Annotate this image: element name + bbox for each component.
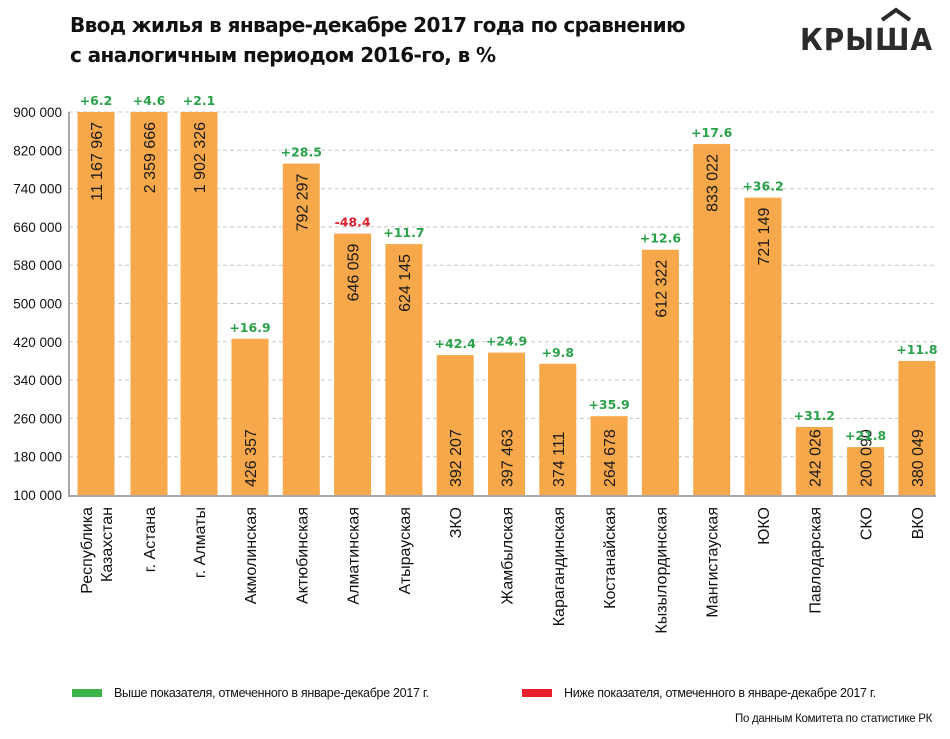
y-axis-ticks: 100 000 180 000 260 000 340 000 420 000 500 0… [13, 105, 62, 503]
bar-value-label: 374 111 [551, 431, 568, 487]
legend-item-above: Выше показателя, отмеченного в январе-де… [72, 686, 429, 700]
bar-value-label: 242 026 [807, 429, 824, 487]
bar [180, 112, 218, 495]
y-tick-label: 180 000 [13, 450, 62, 465]
krysha-logo: КРЫША [800, 7, 933, 56]
y-tick-label: 820 000 [13, 143, 62, 158]
change-label: +31.2 [794, 408, 835, 423]
change-label: +17.6 [691, 125, 733, 140]
legend-label-above: Выше показателя, отмеченного в январе-де… [114, 686, 429, 700]
change-label: +28.5 [281, 145, 322, 160]
bar [282, 163, 320, 495]
y-tick-label: 900 000 [13, 105, 62, 120]
bar-value-label: 11 167 967 [89, 122, 106, 201]
legend-swatch-red [522, 689, 552, 697]
bar-value-label: 392 207 [448, 429, 465, 487]
source-note: По данным Комитета по статистике РК [735, 713, 932, 725]
x-axis-labels: Республика Казахстан г. Астана г. Алматы Акм… [79, 507, 927, 634]
x-tick-label: Павлодарская [807, 507, 824, 614]
bar [77, 112, 115, 495]
y-tick-label: 100 000 [13, 488, 62, 503]
legend-item-below: Ниже показателя, отмеченного в январе-де… [522, 686, 876, 700]
bar [795, 427, 833, 495]
chart-title-line: с аналогичным периодом 2016-го, в % [70, 43, 496, 67]
bar [744, 197, 782, 495]
bar [898, 360, 936, 495]
change-label: +9.8 [541, 345, 574, 360]
bar [488, 352, 525, 495]
bar-value-label: 612 322 [653, 260, 670, 318]
x-tick-label: ВКО [910, 507, 927, 539]
y-tick-label: 660 000 [13, 220, 62, 235]
bar-value-label: 721 149 [756, 208, 773, 266]
x-tick-label: СКО [859, 507, 876, 540]
x-tick-label: Алматинская [346, 507, 363, 605]
bar-value-label: 833 022 [705, 154, 722, 212]
x-tick-label: Актюбинская [294, 507, 311, 604]
bar [334, 233, 372, 495]
bar [693, 144, 731, 495]
legend-swatch-green [72, 689, 102, 697]
gridlines [69, 111, 936, 458]
x-tick-label: Атырауская [397, 507, 414, 595]
y-tick-label: 500 000 [13, 297, 62, 312]
bar-chart: 100 000 180 000 260 000 340 000 420 000 500 0… [13, 93, 938, 634]
bar-value-label: 426 357 [243, 429, 260, 487]
bar-value-label: 646 059 [346, 243, 363, 301]
bar [590, 416, 628, 495]
change-label: +35.9 [588, 397, 629, 412]
bar [385, 244, 423, 495]
change-label: +21.8 [845, 428, 886, 443]
change-label: +11.8 [896, 342, 937, 357]
legend-label-below: Ниже показателя, отмеченного в январе-де… [564, 686, 876, 700]
roof-icon [880, 7, 912, 22]
bar [436, 355, 474, 495]
change-label: +2.1 [183, 93, 216, 108]
y-tick-label: 340 000 [13, 373, 62, 388]
chart-title: Ввод жилья в январе-декабре 2017 года по… [70, 10, 686, 70]
x-tick-label: ЮКО [756, 507, 773, 545]
bar-value-label: 200 090 [859, 429, 876, 487]
bar [231, 338, 269, 495]
change-label: +11.7 [383, 225, 424, 240]
change-label: +16.9 [229, 320, 270, 335]
x-tick-label: Республика [79, 507, 96, 594]
x-tick-label: Карагандинская [551, 507, 568, 626]
change-label: +6.2 [80, 93, 113, 108]
bar-value-label: 1 902 326 [192, 122, 209, 193]
change-label: +42.4 [435, 336, 477, 351]
bar [539, 363, 577, 495]
bar-value-label: 397 463 [500, 429, 517, 487]
x-tick-label: Костанайская [602, 507, 619, 609]
x-tick-label: Кызылординская [653, 507, 670, 634]
x-tick-label: Жамбылская [500, 507, 517, 605]
x-tick-label: ЗКО [448, 507, 465, 538]
bars: 11 167 967 +6.2 2 359 666 +4.6 1 902 326 +2.1… [77, 93, 938, 495]
bar [641, 249, 679, 495]
x-tick-label: Мангистауская [705, 507, 722, 618]
bar [847, 447, 885, 495]
change-label: +12.6 [640, 231, 682, 246]
y-tick-label: 420 000 [13, 335, 62, 350]
change-label: +36.2 [742, 179, 783, 194]
change-label: +4.6 [133, 93, 166, 108]
x-tick-label: Казахстан [99, 507, 116, 582]
y-tick-label: 740 000 [13, 182, 62, 197]
chart-title-line: Ввод жилья в январе-декабре 2017 года по… [70, 13, 686, 37]
y-tick-label: 260 000 [13, 411, 62, 426]
bar-value-label: 380 049 [910, 429, 927, 487]
axes [68, 112, 936, 497]
x-tick-label: Акмолинская [243, 507, 260, 604]
bar-value-label: 792 297 [294, 173, 311, 231]
y-tick-label: 580 000 [13, 258, 62, 273]
logo-text: КРЫША [800, 23, 933, 56]
change-label: -48.4 [335, 215, 371, 230]
bar-value-label: 2 359 666 [142, 122, 159, 193]
bar [130, 112, 168, 495]
bar-value-label: 264 678 [602, 429, 619, 487]
x-tick-label: г. Алматы [192, 507, 209, 578]
bar-value-label: 624 145 [397, 254, 414, 312]
x-tick-label: г. Астана [142, 507, 159, 572]
change-label: +24.9 [486, 334, 527, 349]
